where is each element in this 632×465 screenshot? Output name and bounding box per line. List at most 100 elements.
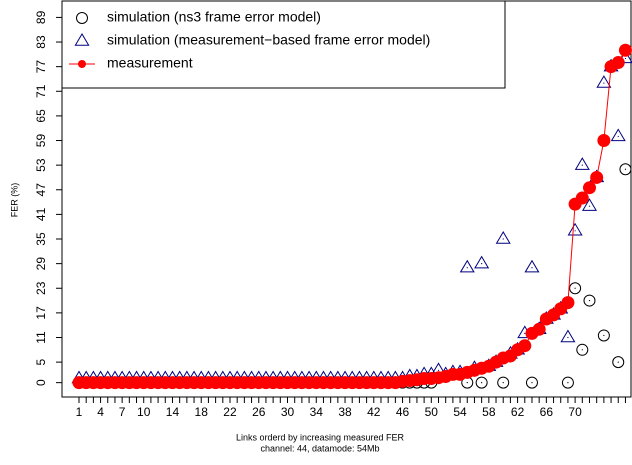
point <box>597 134 611 148</box>
point-center <box>574 287 576 289</box>
point-center <box>617 361 619 363</box>
point <box>611 56 625 70</box>
point <box>561 296 575 310</box>
x-tick-label: 70 <box>568 405 582 419</box>
point <box>612 356 625 369</box>
point <box>459 259 475 273</box>
point-center <box>581 349 583 351</box>
x-tick-label: 46 <box>396 405 410 419</box>
legend-label: simulation (ns3 frame error model) <box>107 9 321 25</box>
y-tick-label: 17 <box>34 306 48 320</box>
legend: simulation (ns3 frame error model) simula… <box>61 0 506 89</box>
point-center <box>603 334 605 337</box>
point-center <box>481 382 483 384</box>
x-tick-label: 10 <box>137 405 151 419</box>
x-tick-label: 26 <box>252 405 266 419</box>
legend-box <box>61 0 506 89</box>
point <box>617 50 632 64</box>
point-center <box>567 382 569 384</box>
point-center <box>531 382 533 384</box>
point-center <box>466 382 468 384</box>
y-tick-label: 29 <box>34 257 48 271</box>
x-tick-label: 66 <box>540 405 554 419</box>
point-center <box>581 164 583 166</box>
y-tick-label: 5 <box>34 358 48 365</box>
x-tick-label: 34 <box>310 405 324 419</box>
point <box>619 163 632 176</box>
point <box>560 329 576 343</box>
x-tick-label: 54 <box>453 405 467 419</box>
x-tick-label: 50 <box>425 405 439 419</box>
point <box>597 329 610 342</box>
point-center <box>603 82 605 84</box>
x-tick-label: 58 <box>482 405 496 419</box>
y-tick-label: 77 <box>34 60 48 74</box>
point <box>583 294 596 307</box>
y-axis-label: FER (%) <box>9 183 19 218</box>
subtitle: channel: 44, datamode: 54Mb <box>260 443 379 453</box>
x-tick-label: 1 <box>76 405 83 419</box>
x-tick-label: 4 <box>97 405 104 419</box>
x-tick-label: 7 <box>119 405 126 419</box>
y-tick-label: 23 <box>34 281 48 295</box>
point-center <box>588 299 591 302</box>
point <box>525 376 538 389</box>
point-center <box>502 382 504 384</box>
x-tick-label: 62 <box>511 405 525 419</box>
y-tick-label: 41 <box>34 207 48 221</box>
point <box>581 198 598 211</box>
x-tick-label: 38 <box>338 405 352 419</box>
legend-marker <box>74 33 90 46</box>
legend-marker <box>78 60 86 68</box>
point <box>495 231 511 244</box>
legend-marker <box>76 12 88 24</box>
y-tick-label: 83 <box>34 35 48 49</box>
point <box>576 343 589 356</box>
x-tick-label: 42 <box>367 405 381 419</box>
point-center <box>502 238 504 240</box>
point-center <box>531 267 533 269</box>
y-tick-label: 11 <box>34 331 48 344</box>
point <box>567 222 583 236</box>
point-center <box>624 168 627 170</box>
point <box>561 376 574 389</box>
point <box>569 282 582 295</box>
x-tick-label: 18 <box>195 405 209 419</box>
y-tick-label: 59 <box>34 134 48 148</box>
point-center <box>588 205 591 207</box>
point-center <box>524 332 526 334</box>
point-center <box>617 135 619 138</box>
x-axis-label: Links orderd by increasing measured FER <box>236 432 405 442</box>
point <box>475 376 488 389</box>
point-center <box>574 230 576 232</box>
y-tick-label: 35 <box>34 232 48 246</box>
point <box>474 255 490 269</box>
x-tick-label: 30 <box>281 405 295 419</box>
point <box>618 43 632 57</box>
y-tick-label: 53 <box>34 158 48 172</box>
point-center <box>466 267 468 269</box>
point <box>574 157 590 170</box>
point-center <box>567 336 569 339</box>
legend-label: simulation (measurement−based frame erro… <box>107 32 430 48</box>
legend-label: measurement <box>107 55 193 71</box>
point-center <box>624 57 627 60</box>
point <box>532 322 546 336</box>
y-tick-label: 65 <box>34 109 48 123</box>
point <box>582 181 596 195</box>
point-center <box>481 263 483 265</box>
point <box>590 170 604 184</box>
y-tick-label: 71 <box>34 84 48 98</box>
y-tick-label: 0 <box>34 379 48 386</box>
point-center <box>437 369 440 371</box>
x-tick-label: 14 <box>166 405 180 419</box>
y-tick-label: 47 <box>34 183 48 197</box>
point <box>610 128 626 142</box>
point <box>596 75 612 88</box>
point <box>575 191 589 205</box>
point <box>524 259 540 273</box>
point <box>518 339 532 353</box>
y-tick-label: 89 <box>34 10 48 24</box>
point <box>497 376 510 389</box>
